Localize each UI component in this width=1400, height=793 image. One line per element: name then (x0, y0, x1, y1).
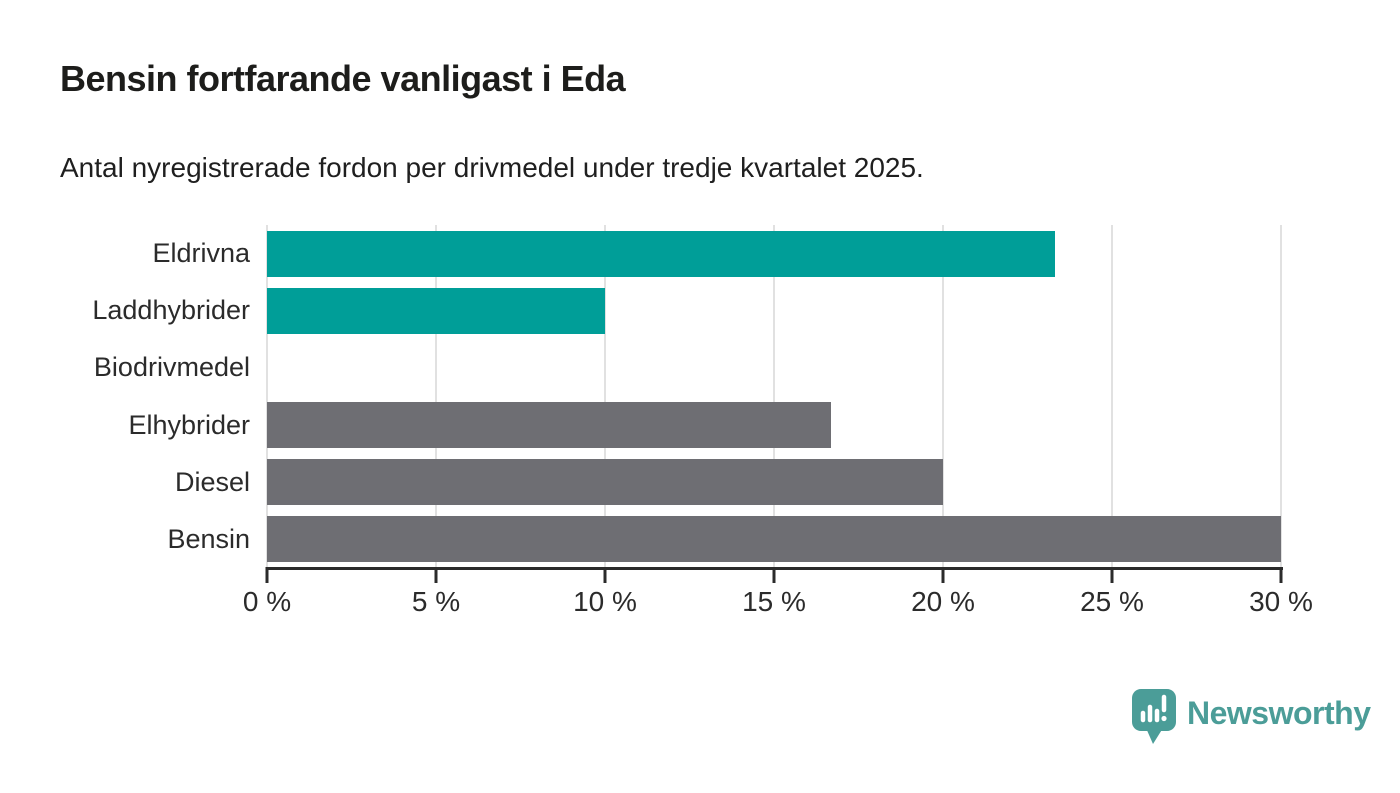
gridline-25 (1111, 225, 1113, 568)
chart-title: Bensin fortfarande vanligast i Eda (60, 58, 626, 99)
bar-row-laddhybrider (267, 282, 1281, 339)
gridline-10 (604, 225, 606, 568)
bar-row-eldrivna (267, 225, 1281, 282)
x-tick-label-0: 0 % (242, 586, 292, 617)
category-label-biodrivmedel: Biodrivmedel (93, 352, 250, 383)
category-label-bensin: Bensin (167, 523, 250, 554)
newsworthy-logo-icon (1132, 689, 1176, 744)
category-label-elhybrider: Elhybrider (128, 409, 250, 440)
x-tick-label-25: 25 % (1080, 586, 1144, 617)
bar-row-bensin (267, 511, 1281, 568)
x-tick-label-10: 10 % (573, 586, 637, 617)
x-tick-30 (1279, 567, 1283, 583)
chart-subtitle: Antal nyregistrerade fordon per drivmede… (60, 152, 924, 183)
category-label-diesel: Diesel (174, 466, 250, 497)
x-axis-tick-labels: 0 % 5 % 10 % 15 % 20 % 25 % 30 % (243, 586, 1313, 620)
x-tick-0 (265, 567, 269, 583)
bar-row-biodrivmedel (267, 339, 1281, 396)
bar-rows (267, 225, 1281, 568)
gridline-20 (942, 225, 944, 568)
gridline-15 (773, 225, 775, 568)
gridline-5 (435, 225, 437, 568)
gridline-30 (1280, 225, 1282, 568)
x-tick-5 (434, 567, 438, 583)
bar-row-diesel (267, 454, 1281, 511)
bar-elhybrider (267, 402, 832, 449)
category-labels: Eldrivna Laddhybrider Biodrivmedel Elhybrid… (0, 225, 250, 568)
x-axis-ticks (265, 567, 1283, 584)
gridline-0 (266, 225, 268, 568)
category-label-eldrivna: Eldrivna (152, 238, 250, 269)
bar-chart-plot-area (266, 225, 1282, 568)
x-tick-label-15: 15 % (742, 586, 806, 617)
bar-laddhybrider (267, 287, 605, 334)
category-label-laddhybrider: Laddhybrider (92, 295, 250, 326)
x-tick-25 (1110, 567, 1114, 583)
newsworthy-logo-text: Newsworthy (1187, 695, 1371, 731)
x-tick-label-30: 30 % (1249, 586, 1313, 617)
x-tick-15 (772, 567, 776, 583)
newsworthy-logo: Newsworthy (1131, 688, 1371, 748)
x-tick-20 (941, 567, 945, 583)
bar-diesel (267, 459, 943, 506)
bar-eldrivna (267, 230, 1055, 277)
bar-bensin (267, 516, 1281, 563)
x-tick-label-5: 5 % (411, 586, 461, 617)
x-tick-label-20: 20 % (911, 586, 975, 617)
x-tick-10 (603, 567, 607, 583)
bar-row-elhybrider (267, 397, 1281, 454)
